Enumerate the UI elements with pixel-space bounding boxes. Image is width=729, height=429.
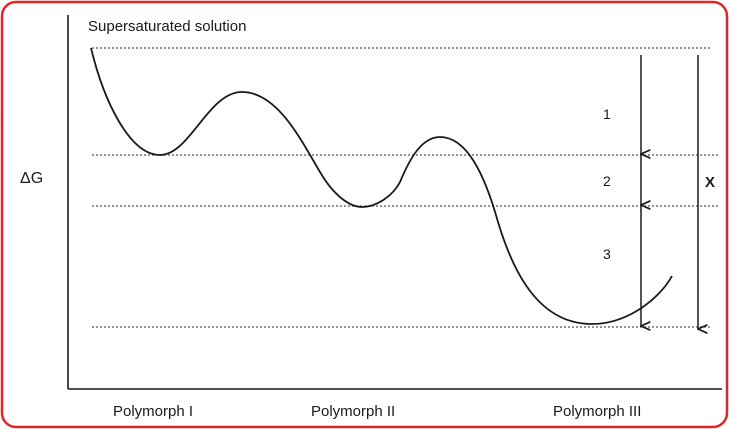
category-label-2: Polymorph II (311, 403, 395, 420)
category-label-3: Polymorph III (553, 403, 641, 420)
step-label-3: 3 (603, 246, 611, 262)
y-axis-label: ΔG (20, 170, 43, 187)
total-label: X (705, 174, 715, 191)
diagram-title: Supersaturated solution (88, 18, 246, 35)
step-label-1: 1 (603, 106, 611, 122)
step-label-2: 2 (603, 173, 611, 189)
category-label-1: Polymorph I (113, 403, 193, 420)
free-energy-curve (90, 47, 673, 325)
